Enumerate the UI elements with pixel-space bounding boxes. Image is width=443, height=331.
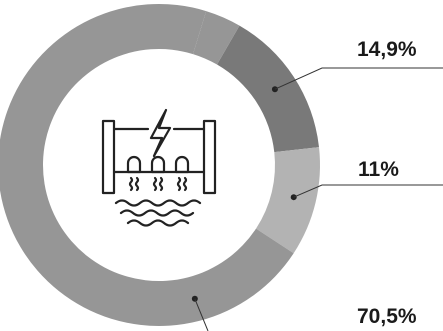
leader-line-2 xyxy=(293,184,443,198)
donut-slice-3 xyxy=(0,4,294,326)
slice-label-3: 70,5% xyxy=(357,305,417,328)
slices-layer xyxy=(0,4,321,326)
leader-line-3 xyxy=(194,298,209,331)
donut-slice-4 xyxy=(192,11,240,65)
leader-line-1 xyxy=(274,67,443,90)
donut-slice-1 xyxy=(217,25,320,153)
leader-lines-layer xyxy=(191,67,443,331)
slice-label-2: 11% xyxy=(358,158,399,181)
hydroelectric-dam-icon xyxy=(101,108,217,227)
donut-slice-2 xyxy=(256,147,321,254)
slice-label-1: 14,9% xyxy=(357,38,417,61)
labels-layer: 14,9% 11% 70,5% xyxy=(357,38,417,328)
